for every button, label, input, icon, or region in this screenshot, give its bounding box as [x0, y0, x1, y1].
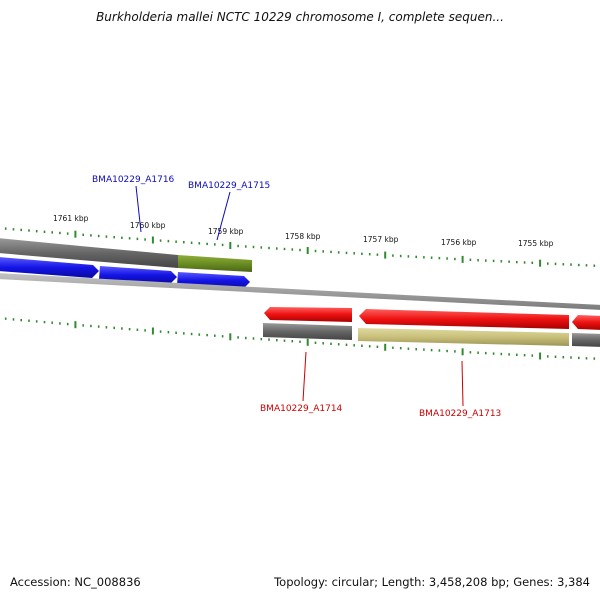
gene-label-a1713-group: BMA10229_A1713	[419, 360, 501, 419]
tick-label-1759: 1759 kbp	[208, 227, 244, 236]
gene-block-a1715	[178, 255, 252, 272]
leader-line-a1716	[135, 185, 142, 233]
cds-arrow-forward-2	[99, 266, 177, 284]
gene-track-forward	[0, 238, 178, 268]
tick-label-1755: 1755 kbp	[518, 239, 554, 248]
tick-label-1757: 1757 kbp	[363, 235, 399, 244]
sequence-stats: Topology: circular; Length: 3,458,208 bp…	[274, 575, 590, 589]
map-title: Burkholderia mallei NCTC 10229 chromosom…	[96, 10, 504, 24]
gene-block-a1714	[263, 323, 352, 340]
gene-label-a1716[interactable]: BMA10229_A1716	[92, 175, 175, 185]
gene-label-a1714[interactable]: BMA10229_A1714	[260, 404, 343, 414]
cds-arrow-reverse-3	[572, 315, 600, 330]
gene-label-a1714-group: BMA10229_A1714	[260, 351, 343, 414]
cds-arrow-reverse-2	[359, 309, 569, 329]
tick-label-1760: 1760 kbp	[130, 221, 166, 230]
cds-arrow-forward-1	[0, 257, 99, 278]
tick-label-1756: 1756 kbp	[441, 238, 477, 247]
gene-label-a1715[interactable]: BMA10229_A1715	[188, 181, 270, 191]
leader-line-a1714	[302, 351, 307, 402]
gene-label-a1716-group: BMA10229_A1716	[92, 175, 175, 233]
leader-line-a1713	[461, 360, 464, 407]
gene-block-a1713	[358, 328, 569, 346]
position-ticks: 1761 kbp 1760 kbp 1759 kbp 1758 kbp 1757…	[53, 214, 554, 248]
gene-block-reverse-end	[572, 333, 600, 347]
tick-track-lower	[4, 317, 596, 360]
tick-label-1758: 1758 kbp	[285, 232, 321, 241]
tick-label-1761: 1761 kbp	[53, 214, 89, 223]
gene-label-a1715-group: BMA10229_A1715	[188, 181, 270, 241]
tick-track-upper	[4, 227, 596, 267]
gene-label-a1713[interactable]: BMA10229_A1713	[419, 409, 501, 419]
leader-line-a1715	[216, 191, 231, 241]
accession-label: Accession: NC_008836	[10, 575, 141, 589]
cds-arrow-reverse-1	[264, 307, 352, 322]
genome-backbone	[0, 273, 600, 310]
